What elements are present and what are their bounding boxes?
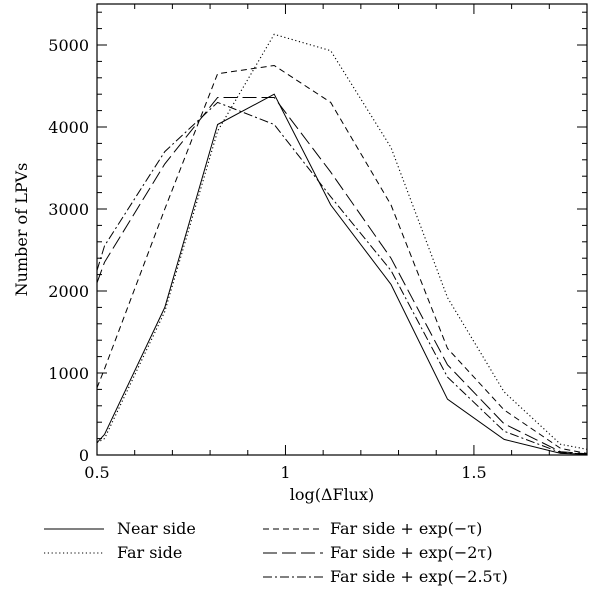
y-axis-title: Number of LPVs <box>12 163 31 297</box>
legend-label: Far side + exp(−2.5τ) <box>330 567 508 586</box>
x-tick-label: 1 <box>280 463 290 482</box>
series-line <box>96 101 588 455</box>
series-line <box>96 33 588 450</box>
series-line <box>96 64 588 454</box>
y-tick-label: 0 <box>79 446 89 465</box>
x-tick-label: 1.5 <box>461 463 486 482</box>
series-lines <box>96 33 588 455</box>
x-tick-label: 0.5 <box>84 463 109 482</box>
legend: Near side Far side Far side + exp(−τ) Far s… <box>44 519 508 586</box>
legend-label: Near side <box>117 519 196 538</box>
y-tick-label: 3000 <box>48 200 89 219</box>
series-line <box>96 97 588 455</box>
legend-label: Far side + exp(−τ) <box>330 519 482 538</box>
plot-frame <box>96 3 588 456</box>
y-tick-label: 5000 <box>48 36 89 55</box>
y-tick-label: 1000 <box>48 364 89 383</box>
y-tick-label: 2000 <box>48 282 89 301</box>
x-axis-title: log(ΔFlux) <box>290 485 375 504</box>
y-tick-label: 4000 <box>48 118 89 137</box>
legend-label: Far side + exp(−2τ) <box>330 543 493 562</box>
series-line <box>96 93 588 455</box>
axis-ticks: 0 1000 2000 3000 4000 5000 0.5 1 1.5 <box>48 4 588 482</box>
legend-label: Far side <box>117 543 182 562</box>
